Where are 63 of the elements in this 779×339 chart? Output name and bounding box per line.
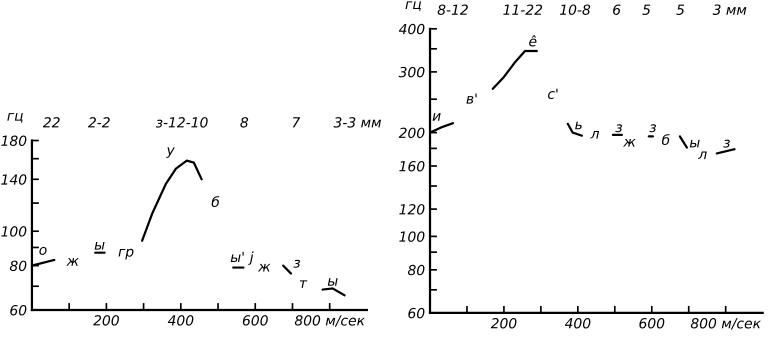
y-axis-title: гц: [7, 113, 23, 123]
y-tick-label: 100: [399, 231, 424, 242]
line-series: [140, 160, 203, 242]
annotation: ы: [690, 140, 700, 148]
x-tick-label: 800 м/сек: [294, 315, 365, 327]
annotation: в': [466, 94, 477, 104]
text: 10-8: [560, 4, 590, 15]
annotation: ж: [623, 138, 636, 147]
x-tick-label: 800 м/сек: [690, 318, 761, 330]
annotation: т: [300, 280, 308, 288]
x-tick-label: 200: [93, 315, 119, 326]
text: 22: [42, 117, 60, 128]
text: 7: [292, 117, 300, 128]
y-tick-label: 400: [398, 24, 424, 34]
annotation: б: [662, 134, 670, 146]
annotation: ь: [575, 122, 582, 130]
text: 5: [676, 4, 684, 15]
text: 8-12: [438, 4, 468, 15]
annotation: з: [293, 260, 300, 268]
line-series: [492, 50, 538, 90]
text: 2-2: [88, 117, 110, 128]
annotation: j: [248, 251, 254, 265]
y-tick-label: 80: [10, 260, 26, 272]
y-tick-label: 60: [408, 308, 424, 318]
annotation: ê: [529, 35, 536, 46]
text: з-12-10: [156, 117, 208, 128]
y-tick-label: 200: [398, 128, 424, 138]
annotation: з: [649, 124, 656, 132]
y-tick-label: 180: [1, 135, 26, 146]
annotation: з: [723, 140, 730, 148]
annotation: л: [590, 131, 600, 139]
annotation: б: [212, 196, 220, 208]
y-tick-label: 160: [399, 160, 424, 172]
y-tick-label: 80: [408, 264, 424, 276]
annotation: з: [615, 124, 622, 132]
annotation: гр: [118, 248, 134, 260]
annotation: ы': [230, 252, 244, 262]
text: 5: [642, 4, 650, 15]
text: 11-22: [503, 4, 542, 15]
annotation: л: [698, 151, 707, 160]
text: 3-3 мм: [334, 117, 382, 128]
y-tick-label: 120: [399, 204, 424, 215]
annotation: с': [548, 88, 558, 100]
annotation: о: [39, 246, 47, 255]
y-axis-title: гц: [406, 1, 422, 11]
x-tick-label: 400: [564, 318, 590, 329]
text: 8: [240, 117, 248, 128]
annotation: ы: [94, 242, 105, 250]
text: 6: [613, 4, 620, 15]
annotation: ы: [328, 278, 338, 286]
x-tick-label: 600: [242, 315, 268, 326]
annotation: и: [432, 113, 441, 121]
x-tick-label: 600: [639, 318, 664, 329]
y-tick-label: 140: [1, 174, 26, 185]
annotation: ж: [66, 258, 79, 266]
y-tick-label: 300: [398, 66, 424, 78]
x-tick-label: 400: [168, 315, 194, 326]
annotation: ж: [258, 264, 271, 272]
annotation: у: [166, 147, 175, 158]
text: 3 мм: [712, 4, 746, 15]
x-tick-label: 200: [490, 318, 516, 329]
y-tick-label: 60: [10, 304, 26, 316]
y-tick-label: 100: [1, 226, 26, 237]
